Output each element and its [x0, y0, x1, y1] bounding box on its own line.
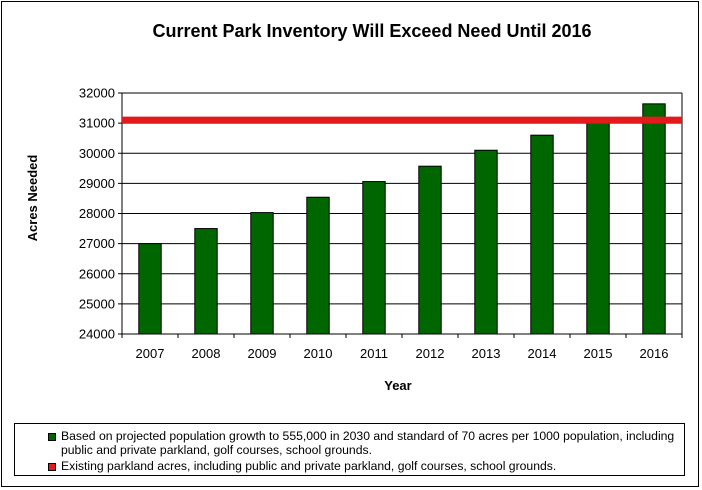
y-tick-label: 27000 — [79, 236, 115, 251]
bar-2013 — [474, 149, 498, 335]
x-tick-label: 2012 — [416, 346, 445, 361]
bar-2016 — [642, 103, 666, 335]
bar-2012 — [418, 165, 442, 335]
x-tick-label: 2015 — [584, 346, 613, 361]
y-axis-title: Acres Needed — [25, 155, 40, 242]
y-tick-label: 31000 — [79, 116, 115, 131]
y-tick-label: 26000 — [79, 266, 115, 281]
x-axis-title: Year — [384, 378, 411, 393]
legend-swatch-projected — [48, 433, 56, 441]
y-tick-label: 24000 — [79, 327, 115, 342]
legend: Based on projected population growth to … — [14, 423, 685, 476]
x-tick-label: 2011 — [360, 346, 388, 361]
x-tick-label: 2010 — [304, 346, 333, 361]
bar-2009 — [250, 212, 274, 335]
legend-label-projected: Based on projected population growth to … — [61, 429, 675, 457]
y-tick-label: 29000 — [79, 176, 115, 191]
y-tick-label: 25000 — [79, 296, 115, 311]
legend-swatch-existing — [48, 463, 56, 471]
bar-2007 — [138, 243, 162, 335]
x-tick-label: 2007 — [136, 346, 165, 361]
bar-2015 — [586, 118, 610, 335]
chart-title: Current Park Inventory Will Exceed Need … — [153, 21, 592, 41]
y-tick-label: 28000 — [79, 206, 115, 221]
x-tick-label: 2008 — [192, 346, 221, 361]
bar-2014 — [530, 134, 554, 335]
legend-label-existing: Existing parkland acres, including publi… — [61, 459, 557, 473]
x-tick-label: 2016 — [640, 346, 669, 361]
bar-2008 — [194, 228, 218, 335]
x-tick-label: 2014 — [528, 346, 557, 361]
y-tick-label: 32000 — [79, 86, 115, 101]
x-tick-label: 2013 — [472, 346, 501, 361]
y-tick-label: 30000 — [79, 146, 115, 161]
x-tick-label: 2009 — [248, 346, 277, 361]
plot-area: 24000 25000 26000 27000 28000 29000 30000 31000… — [79, 86, 683, 361]
bar-2010 — [306, 196, 330, 335]
bar-2011 — [362, 181, 386, 335]
